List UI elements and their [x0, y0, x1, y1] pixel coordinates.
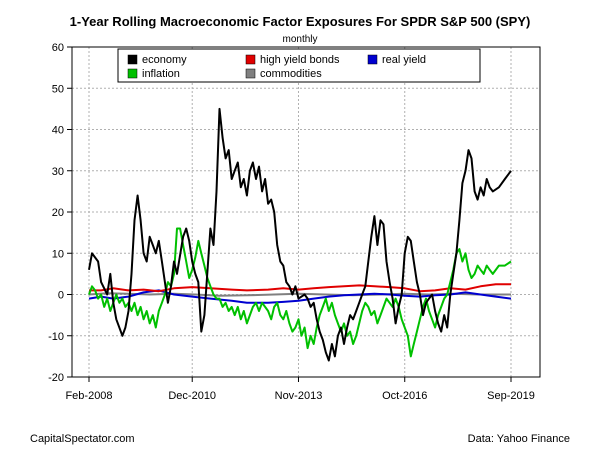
y-tick-label: 20 [52, 207, 64, 219]
series-line-high-yield-bonds [89, 283, 511, 293]
legend-swatch-economy [127, 54, 138, 65]
chart-title: 1-Year Rolling Macroeconomic Factor Expo… [70, 14, 531, 29]
x-axis: Feb-2008 Dec-2010 Nov-2013 Oct-2016 Sep-2019 [65, 377, 535, 402]
x-tick-label: Feb-2008 [65, 390, 112, 402]
grid [72, 46, 540, 378]
x-tick-label: Sep-2019 [487, 390, 535, 402]
footer-source-right: Data: Yahoo Finance [467, 433, 570, 445]
y-tick-label: 60 [52, 42, 64, 54]
legend-box [117, 48, 481, 83]
y-tick-label: 50 [52, 83, 64, 95]
y-tick-label: 0 [58, 290, 64, 302]
x-tick-label: Nov-2013 [275, 390, 323, 402]
footer-source-left: CapitalSpectator.com [30, 433, 135, 445]
y-axis: -20 -10 0 10 20 30 40 50 60 [48, 42, 72, 384]
legend-label-commodities: commodities [260, 68, 322, 80]
chart-subtitle: monthly [282, 34, 317, 45]
legend-swatch-real-yield [367, 54, 378, 65]
legend-label-high-yield-bonds: high yield bonds [260, 54, 340, 66]
legend: economy high yield bonds real yield inflati… [117, 48, 481, 83]
y-tick-label: 10 [52, 248, 64, 260]
x-tick-label: Dec-2010 [168, 390, 216, 402]
y-tick-label: 30 [52, 166, 64, 178]
legend-swatch-commodities [245, 68, 256, 79]
legend-label-inflation: inflation [142, 68, 180, 80]
y-tick-label: 40 [52, 125, 64, 137]
legend-swatch-inflation [127, 68, 138, 79]
legend-label-real-yield: real yield [382, 54, 426, 66]
series-line-inflation [88, 227, 512, 358]
series-layer [88, 107, 512, 362]
y-tick-label: -10 [48, 331, 64, 343]
series-line-economy [88, 107, 512, 362]
x-tick-label: Oct-2016 [382, 390, 427, 402]
y-tick-label: -20 [48, 372, 64, 384]
legend-swatch-high-yield-bonds [245, 54, 256, 65]
legend-label-economy: economy [142, 54, 187, 66]
